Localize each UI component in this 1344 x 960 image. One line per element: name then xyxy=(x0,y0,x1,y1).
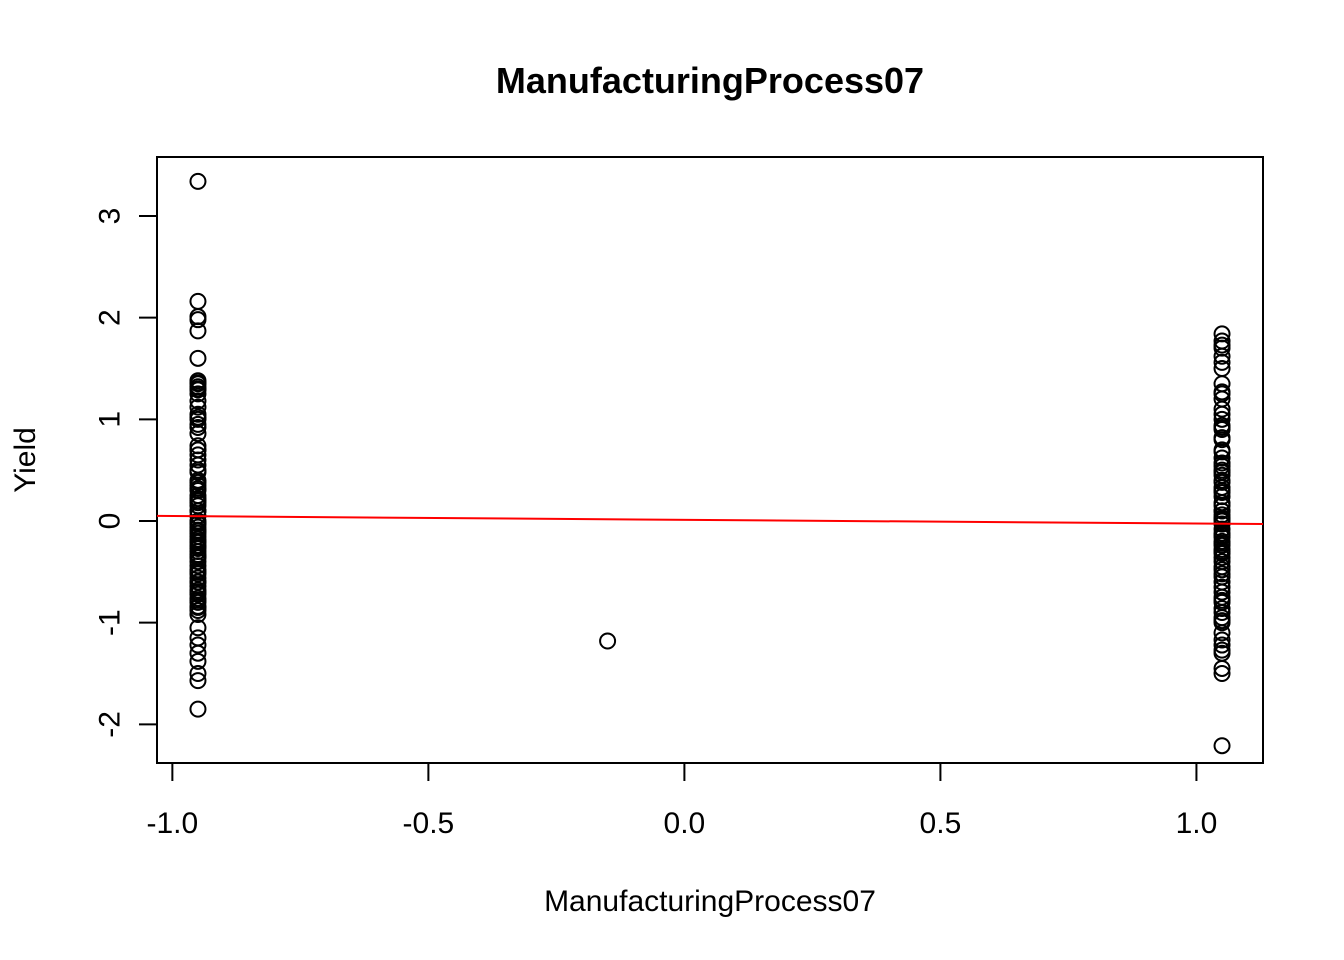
scatter-point xyxy=(189,583,207,601)
y-tick-label: 2 xyxy=(94,309,127,326)
scatter-point xyxy=(599,632,617,650)
scatter-point xyxy=(1213,636,1231,654)
scatter-point xyxy=(1213,431,1231,449)
scatter-point xyxy=(1213,543,1231,561)
x-axis: -1.0 -0.5 0.0 0.5 1.0 xyxy=(147,762,1218,840)
x-tick-label: 1.0 xyxy=(1176,807,1218,840)
plot-frame xyxy=(156,156,1264,764)
scatter-point xyxy=(189,636,207,654)
scatter-point xyxy=(1213,641,1231,659)
scatter-point xyxy=(189,700,207,718)
scatter-point xyxy=(1213,573,1231,591)
scatter-point xyxy=(189,537,207,555)
scatter-point xyxy=(1213,578,1231,596)
scatter-point xyxy=(1213,665,1231,683)
scatter-point xyxy=(189,463,207,481)
scatter-point xyxy=(1213,604,1231,622)
scatter-point xyxy=(1213,400,1231,418)
scatter-point xyxy=(1213,510,1231,528)
scatter-point xyxy=(189,502,207,520)
x-tick-label: -1.0 xyxy=(147,807,199,840)
scatter-point xyxy=(189,672,207,690)
scatter-point xyxy=(189,471,207,489)
scatter-point xyxy=(1213,534,1231,552)
y-tick-label: 0 xyxy=(94,513,127,530)
scatter-point xyxy=(189,494,207,512)
x-axis-label: ManufacturingProcess07 xyxy=(544,885,876,918)
scatter-point xyxy=(1213,463,1231,481)
scatter-points xyxy=(189,172,1231,755)
scatter-point xyxy=(189,451,207,469)
scatter-point xyxy=(189,490,207,508)
scatter-point xyxy=(189,619,207,637)
scatter-point xyxy=(1213,410,1231,428)
scatter-point xyxy=(1213,612,1231,630)
x-tick-label: 0.5 xyxy=(920,807,962,840)
scatter-point xyxy=(1213,583,1231,601)
scatter-point xyxy=(1213,526,1231,544)
x-tick-label: -0.5 xyxy=(403,807,455,840)
regression-fit xyxy=(156,514,1264,526)
scatter-point xyxy=(189,665,207,683)
scatter-point xyxy=(189,573,207,591)
scatter-point xyxy=(189,410,207,428)
y-axis: -2 -1 0 1 2 3 xyxy=(94,208,158,738)
scatter-point xyxy=(189,292,207,310)
scatter-point xyxy=(1213,484,1231,502)
scatter-point xyxy=(1213,659,1231,677)
scatter-point xyxy=(1213,347,1231,365)
scatter-point xyxy=(1213,561,1231,579)
scatter-point xyxy=(189,652,207,670)
scatter-point xyxy=(1213,624,1231,642)
scatter-point xyxy=(189,380,207,398)
y-axis-label: Yield xyxy=(9,427,42,493)
scatter-point xyxy=(1213,457,1231,475)
fit-line xyxy=(156,514,1264,526)
scatter-point xyxy=(189,311,207,329)
scatter-point xyxy=(189,644,207,662)
scatter-point xyxy=(189,548,207,566)
scatter-point xyxy=(189,591,207,609)
y-tick-label: -1 xyxy=(94,609,127,636)
scatter-point xyxy=(189,415,207,433)
scatter-point xyxy=(1213,502,1231,520)
scatter-point xyxy=(189,374,207,392)
scatter-point xyxy=(189,392,207,410)
scatter-point xyxy=(189,172,207,190)
scatter-point xyxy=(1213,383,1231,401)
scatter-point xyxy=(1213,591,1231,609)
scatter-point xyxy=(1213,497,1231,515)
y-tick-label: 3 xyxy=(94,208,127,225)
scatter-point xyxy=(1213,631,1231,649)
scatter-point xyxy=(189,557,207,575)
scatter-point xyxy=(189,322,207,340)
scatter-point xyxy=(1213,353,1231,371)
x-tick-label: 0.0 xyxy=(664,807,706,840)
scatter-point xyxy=(1213,737,1231,755)
chart-title: ManufacturingProcess07 xyxy=(496,60,924,101)
scatter-point xyxy=(189,441,207,459)
scatter-point xyxy=(189,385,207,403)
y-tick-label: 1 xyxy=(94,411,127,428)
y-tick-label: -2 xyxy=(94,711,127,738)
scatter-point xyxy=(189,349,207,367)
scatter-point xyxy=(1213,418,1231,436)
scatter-point xyxy=(189,398,207,416)
